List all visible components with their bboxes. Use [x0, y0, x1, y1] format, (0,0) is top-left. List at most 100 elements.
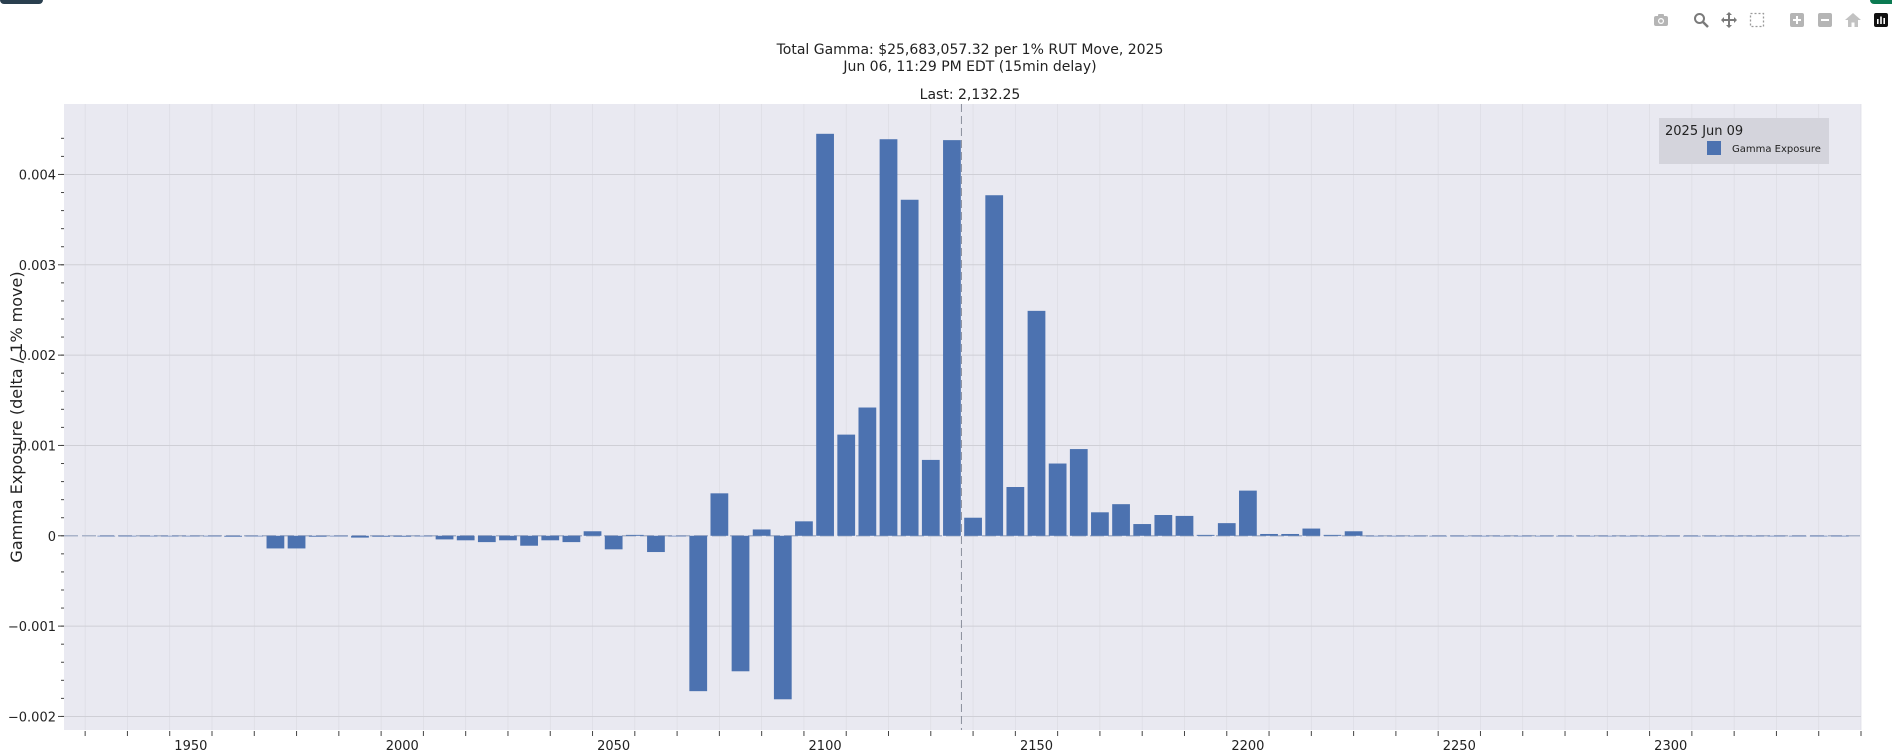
plotly-logo-icon[interactable]	[1870, 9, 1892, 31]
bar[interactable]	[689, 535, 708, 692]
bar[interactable]	[520, 535, 538, 546]
bar[interactable]	[1682, 535, 1701, 537]
bar[interactable]	[625, 534, 644, 536]
zoom-out-icon[interactable]	[1814, 9, 1836, 31]
bar[interactable]	[1704, 535, 1722, 537]
zoom-in-icon[interactable]	[1786, 9, 1808, 31]
bar[interactable]	[964, 517, 982, 536]
bar[interactable]	[879, 139, 898, 536]
bar[interactable]	[710, 493, 729, 536]
bar[interactable]	[858, 407, 877, 536]
plot-area[interactable]	[64, 104, 1861, 730]
bar[interactable]	[1175, 515, 1194, 536]
bar[interactable]	[1260, 533, 1278, 536]
bar[interactable]	[943, 140, 961, 536]
bar[interactable]	[1788, 535, 1807, 537]
bar[interactable]	[139, 535, 158, 537]
bar[interactable]	[372, 535, 390, 537]
bar[interactable]	[731, 535, 750, 672]
bar[interactable]	[266, 535, 285, 549]
bar[interactable]	[1408, 535, 1426, 537]
bar[interactable]	[900, 199, 919, 536]
bar[interactable]	[1006, 487, 1025, 536]
bar[interactable]	[1450, 535, 1469, 537]
box-select-icon[interactable]	[1746, 9, 1768, 31]
bar[interactable]	[921, 459, 940, 536]
bar[interactable]	[647, 535, 665, 553]
bar[interactable]	[1302, 528, 1321, 536]
bar[interactable]	[1598, 535, 1617, 537]
bar[interactable]	[583, 531, 602, 536]
bar[interactable]	[224, 535, 243, 537]
legend-series-name[interactable]: Gamma Exposure	[1732, 144, 1821, 155]
bar[interactable]	[160, 535, 179, 537]
bar[interactable]	[562, 535, 581, 543]
bar[interactable]	[97, 535, 116, 537]
x-tick-label: 2000	[386, 739, 419, 753]
bar[interactable]	[1069, 449, 1088, 536]
bar[interactable]	[1492, 535, 1511, 537]
bar[interactable]	[1809, 535, 1828, 537]
bar[interactable]	[1281, 533, 1300, 536]
bar[interactable]	[1133, 524, 1152, 536]
zoom-icon[interactable]	[1690, 9, 1712, 31]
bar[interactable]	[414, 535, 433, 537]
x-tick-label: 2100	[809, 739, 842, 753]
bar[interactable]	[393, 535, 412, 537]
legend-swatch[interactable]	[1707, 141, 1721, 155]
bar[interactable]	[1239, 490, 1257, 536]
bar[interactable]	[1746, 535, 1765, 537]
pan-icon[interactable]	[1718, 9, 1740, 31]
bar[interactable]	[1344, 531, 1363, 536]
bar[interactable]	[1154, 515, 1173, 536]
bar[interactable]	[203, 535, 221, 537]
bar[interactable]	[541, 535, 560, 541]
bar[interactable]	[1387, 535, 1405, 537]
bar[interactable]	[1661, 535, 1680, 537]
bar[interactable]	[351, 535, 369, 538]
bar[interactable]	[1535, 535, 1553, 537]
bar[interactable]	[456, 535, 475, 541]
bar[interactable]	[308, 535, 327, 537]
bar[interactable]	[1767, 535, 1786, 537]
bar[interactable]	[816, 133, 834, 536]
bar[interactable]	[287, 535, 306, 549]
bar[interactable]	[1027, 310, 1046, 536]
bar[interactable]	[752, 529, 771, 536]
bar[interactable]	[1640, 535, 1659, 537]
bar[interactable]	[435, 535, 454, 540]
bar[interactable]	[245, 535, 264, 537]
bar[interactable]	[1091, 512, 1109, 536]
bar[interactable]	[1556, 535, 1574, 537]
bar[interactable]	[1619, 535, 1638, 537]
top-left-tab[interactable]	[0, 0, 43, 4]
bar[interactable]	[1577, 535, 1596, 537]
bar[interactable]	[477, 535, 496, 543]
bar[interactable]	[1112, 504, 1130, 536]
bar[interactable]	[1365, 535, 1384, 537]
legend[interactable]: 2025 Jun 09 Gamma Exposure	[1659, 118, 1829, 164]
bar[interactable]	[118, 535, 137, 537]
home-icon[interactable]	[1842, 9, 1864, 31]
camera-icon[interactable]	[1650, 9, 1672, 31]
chart-subtitle: Jun 06, 11:29 PM EDT (15min delay)	[842, 59, 1096, 75]
bar[interactable]	[985, 195, 1004, 536]
bar[interactable]	[1048, 463, 1067, 536]
bar[interactable]	[1429, 535, 1448, 537]
bar[interactable]	[181, 535, 200, 537]
bar[interactable]	[1725, 535, 1744, 537]
bar[interactable]	[1513, 535, 1532, 537]
bar[interactable]	[668, 535, 686, 537]
bar[interactable]	[837, 434, 856, 536]
bar[interactable]	[1830, 535, 1849, 537]
bar[interactable]	[329, 535, 348, 537]
bar[interactable]	[795, 521, 813, 536]
bar[interactable]	[773, 535, 792, 700]
bar[interactable]	[499, 535, 517, 541]
bar[interactable]	[1471, 535, 1490, 537]
bar[interactable]	[1196, 534, 1215, 536]
bar[interactable]	[1217, 523, 1236, 536]
top-right-tab[interactable]	[1870, 0, 1892, 4]
bar[interactable]	[1323, 534, 1342, 536]
bar[interactable]	[604, 535, 623, 550]
